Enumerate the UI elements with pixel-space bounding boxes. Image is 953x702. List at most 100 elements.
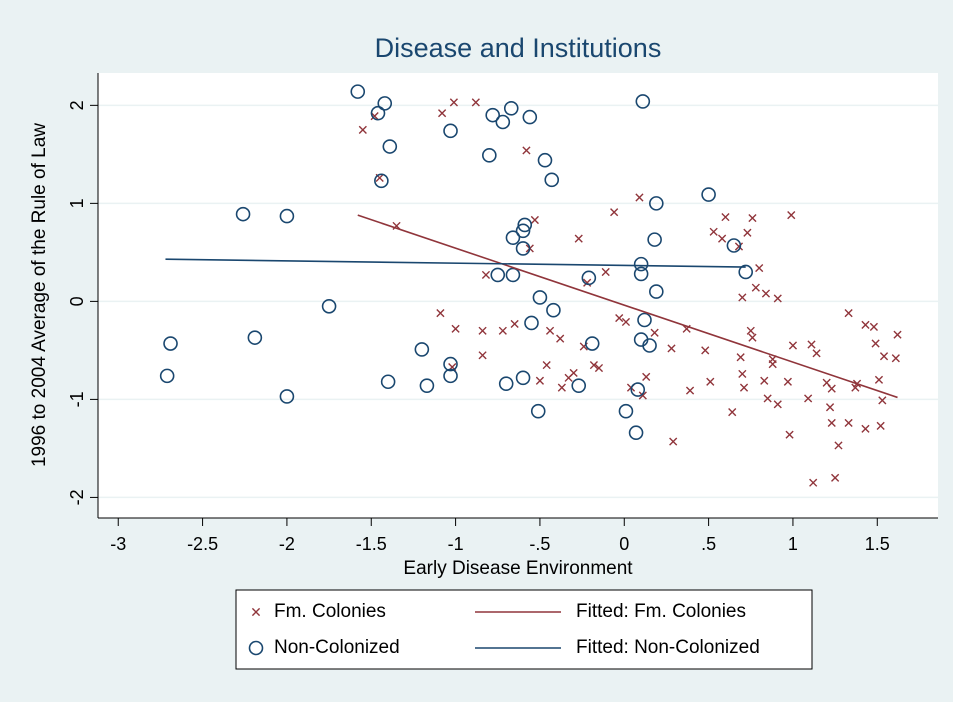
point — [738, 369, 747, 379]
legend-key — [248, 640, 264, 656]
point — [788, 341, 798, 350]
chart-title: Disease and Institutions — [375, 33, 662, 63]
point — [861, 320, 870, 329]
legend-label: Fitted: Non-Colonized — [576, 637, 760, 658]
fitted-line — [165, 258, 746, 268]
plot-area — [98, 73, 938, 518]
point — [510, 319, 519, 329]
point — [530, 403, 546, 419]
x-tick-label: -2 — [279, 534, 295, 554]
point — [637, 312, 652, 328]
point — [374, 173, 389, 189]
point — [498, 326, 507, 335]
point — [726, 238, 742, 253]
point — [505, 230, 521, 245]
point — [481, 270, 491, 280]
point — [844, 418, 853, 428]
y-tick-label: -1 — [67, 391, 87, 407]
point — [763, 394, 772, 403]
point — [751, 283, 760, 292]
point — [382, 139, 398, 154]
point — [532, 290, 548, 305]
point — [377, 96, 393, 111]
point — [739, 383, 749, 392]
point — [557, 383, 566, 392]
point — [783, 377, 792, 386]
point — [615, 313, 624, 323]
point — [498, 376, 514, 392]
point — [827, 418, 836, 428]
point — [709, 227, 718, 236]
point — [785, 430, 794, 439]
x-axis-title: Early Disease Environment — [403, 558, 633, 579]
point — [436, 309, 445, 318]
point — [618, 403, 634, 419]
point — [861, 424, 870, 433]
point — [685, 386, 695, 395]
point — [630, 382, 646, 397]
point — [478, 326, 487, 335]
point — [831, 473, 840, 482]
point — [649, 284, 664, 299]
point — [495, 114, 511, 130]
point — [761, 289, 771, 298]
point — [443, 368, 458, 384]
point — [279, 389, 295, 404]
x-tick-label: -2.5 — [187, 534, 218, 554]
y-tick-label: -2 — [67, 489, 87, 505]
point — [522, 146, 531, 155]
x-tick-label: -3 — [110, 534, 126, 554]
point — [768, 360, 777, 369]
point — [610, 208, 619, 217]
point — [380, 374, 396, 390]
point — [589, 360, 598, 370]
point — [706, 377, 715, 386]
point — [755, 263, 764, 273]
point — [647, 232, 662, 247]
point — [879, 352, 889, 361]
point — [546, 302, 561, 318]
point — [721, 212, 730, 222]
point — [701, 187, 716, 202]
point — [746, 326, 755, 335]
point — [718, 234, 727, 243]
point — [804, 394, 813, 403]
point — [869, 322, 878, 331]
point — [874, 375, 884, 384]
point — [163, 336, 178, 351]
point — [594, 363, 604, 373]
point — [669, 437, 678, 446]
point — [451, 324, 460, 333]
point — [370, 105, 386, 121]
point — [633, 266, 649, 282]
point — [235, 206, 251, 222]
legend-label: Fitted: Fm. Colonies — [576, 601, 746, 622]
point — [503, 100, 519, 116]
point — [736, 353, 745, 362]
point — [844, 309, 853, 318]
point — [738, 293, 747, 302]
point — [635, 94, 651, 109]
point — [638, 391, 647, 400]
legend-box — [235, 589, 813, 670]
point — [649, 196, 664, 211]
point — [515, 370, 531, 386]
point — [443, 123, 458, 139]
point — [878, 396, 887, 405]
point — [515, 241, 531, 256]
point — [535, 376, 545, 385]
point — [834, 441, 843, 450]
point — [247, 330, 263, 345]
x-tick-label: -.5 — [529, 534, 550, 554]
point — [449, 98, 458, 107]
point — [478, 351, 487, 360]
point — [419, 378, 435, 393]
fitted-line — [357, 214, 898, 399]
point — [524, 315, 539, 331]
point — [621, 317, 631, 327]
point — [642, 372, 651, 381]
point — [569, 368, 578, 378]
point — [544, 172, 560, 188]
y-tick-label: 0 — [67, 296, 87, 306]
point — [159, 368, 175, 384]
